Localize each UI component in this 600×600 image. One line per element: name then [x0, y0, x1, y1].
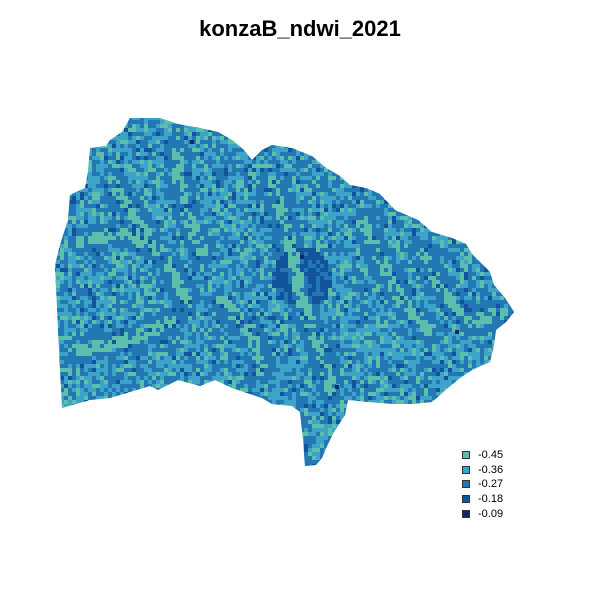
legend-swatch — [462, 451, 470, 460]
legend-item: -0.27 — [462, 477, 503, 492]
map-title: konzaB_ndwi_2021 — [199, 16, 401, 41]
legend-item: -0.18 — [462, 492, 503, 507]
legend-item: -0.09 — [462, 506, 503, 521]
legend: -0.45 -0.36 -0.27 -0.18 -0.09 — [462, 448, 503, 521]
legend-swatch — [462, 480, 470, 489]
legend-label: -0.45 — [478, 449, 504, 462]
legend-label: -0.36 — [478, 463, 504, 476]
legend-label: -0.27 — [478, 478, 504, 491]
legend-swatch — [462, 495, 470, 504]
legend-swatch — [462, 509, 470, 518]
legend-item: -0.36 — [462, 463, 503, 478]
legend-label: -0.09 — [478, 507, 504, 520]
raster-layer — [55, 118, 514, 466]
legend-swatch — [462, 465, 470, 474]
legend-label: -0.18 — [478, 493, 504, 506]
legend-item: -0.45 — [462, 448, 503, 463]
